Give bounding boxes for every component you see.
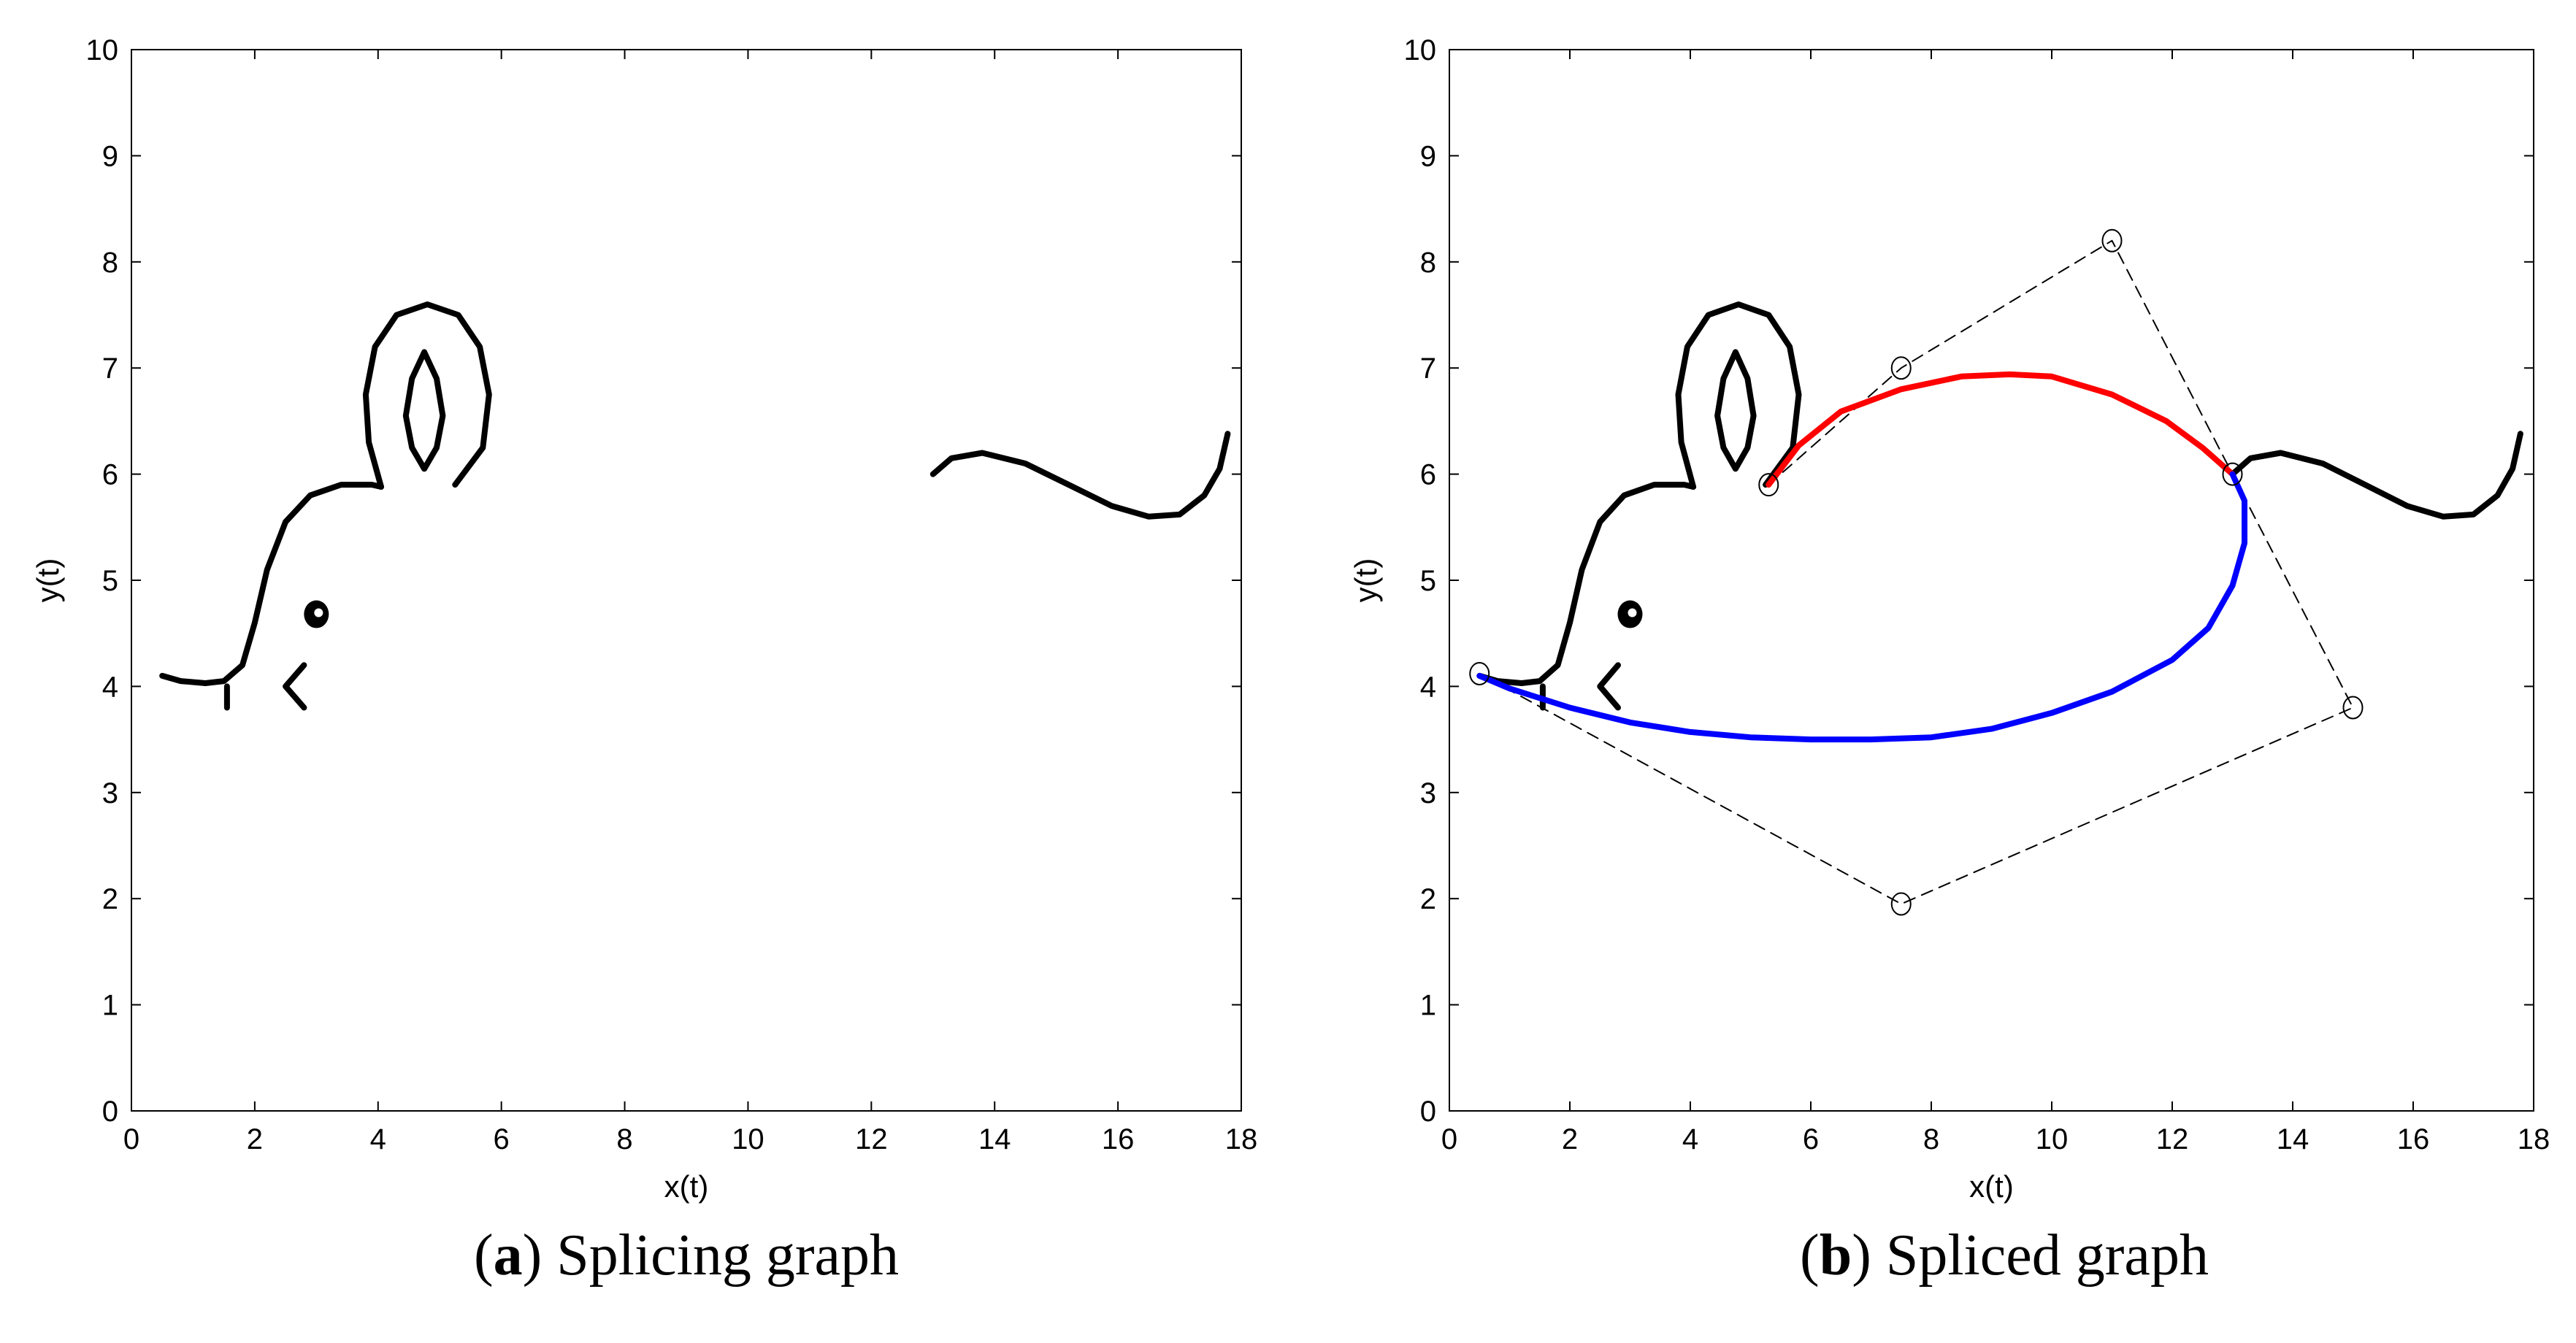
caption-a: (a) Splicing graph (473, 1223, 900, 1288)
series-mouth (1597, 662, 1621, 711)
y-tick-label: 2 (1420, 883, 1436, 915)
x-tick-label: 2 (247, 1123, 263, 1155)
y-tick-label: 7 (102, 353, 118, 385)
series-control-polygon-blue (1479, 473, 2354, 905)
x-tick-label: 10 (2036, 1123, 2069, 1155)
y-axis-label: y(t) (1349, 558, 1383, 603)
x-tick-label: 8 (1923, 1123, 1939, 1155)
control-point (2222, 462, 2243, 486)
control-point (2342, 696, 2364, 720)
x-tick-label: 0 (123, 1123, 139, 1155)
point-eye-highlight (314, 608, 323, 617)
x-tick-label: 12 (855, 1123, 888, 1155)
series-ear-inner (1714, 349, 1757, 472)
y-tick-label: 3 (102, 777, 118, 809)
series-mouth (283, 662, 307, 711)
x-tick-label: 6 (1803, 1123, 1819, 1155)
x-tick-label: 4 (370, 1123, 386, 1155)
y-tick-label: 8 (102, 247, 118, 279)
y-tick-label: 8 (1420, 247, 1436, 279)
x-tick-label: 2 (1562, 1123, 1578, 1155)
point-eye-highlight (1628, 608, 1637, 617)
series-head-outline (1476, 482, 1697, 686)
caption-a-label: a (493, 1223, 523, 1288)
y-tick-label: 3 (1420, 777, 1436, 809)
y-tick-label: 6 (1420, 459, 1436, 491)
x-tick-label: 4 (1682, 1123, 1698, 1155)
x-tick-label: 14 (2277, 1123, 2309, 1155)
y-tick-label: 4 (102, 671, 118, 703)
x-axis-label: x(t) (664, 1169, 709, 1204)
y-tick-label: 7 (1420, 353, 1436, 385)
x-tick-label: 12 (2156, 1123, 2189, 1155)
axes-box-b (1449, 49, 2534, 1112)
y-tick-label: 0 (102, 1096, 118, 1128)
caption-b-text: Spliced graph (1885, 1223, 2209, 1288)
y-tick-label: 1 (1420, 990, 1436, 1022)
x-tick-label: 18 (2518, 1123, 2550, 1155)
series-ear-inner (402, 349, 446, 472)
y-tick-label: 2 (102, 883, 118, 915)
series-spliced-curve-blue (1476, 471, 2247, 743)
x-axis-label: x(t) (1969, 1169, 2014, 1204)
control-point (1758, 473, 1779, 497)
y-tick-label: 5 (1420, 565, 1436, 597)
series-head-outline (159, 482, 384, 686)
y-tick-label: 6 (102, 459, 118, 491)
series-tail (2229, 431, 2523, 520)
x-tick-label: 10 (732, 1123, 764, 1155)
x-tick-label: 6 (494, 1123, 510, 1155)
control-point (2101, 228, 2123, 253)
y-tick-label: 10 (86, 34, 119, 66)
control-point (1469, 661, 1490, 685)
x-tick-label: 0 (1441, 1123, 1457, 1155)
control-point (1890, 356, 1912, 380)
x-tick-label: 8 (616, 1123, 632, 1155)
x-tick-label: 18 (1225, 1123, 1258, 1155)
series-spliced-curve-red (1766, 371, 2236, 488)
series-ear-outer (362, 301, 492, 490)
y-tick-label: 4 (1420, 671, 1436, 703)
control-point (1890, 892, 1912, 916)
x-tick-label: 16 (2397, 1123, 2430, 1155)
series-control-polygon-red (1768, 239, 2234, 486)
caption-a-text: Splicing graph (556, 1223, 900, 1288)
y-tick-label: 9 (102, 140, 118, 172)
series-tail (929, 431, 1231, 520)
axes-box-a (131, 49, 1242, 1112)
y-axis-label: y(t) (31, 558, 65, 603)
x-tick-label: 16 (1102, 1123, 1135, 1155)
y-tick-label: 10 (1404, 34, 1437, 66)
y-tick-label: 9 (1420, 140, 1436, 172)
x-tick-label: 14 (978, 1123, 1011, 1155)
series-ear-outer (1675, 301, 1802, 490)
caption-b-label: b (1819, 1223, 1852, 1288)
y-tick-label: 0 (1420, 1096, 1436, 1128)
y-tick-label: 1 (102, 990, 118, 1022)
y-tick-label: 5 (102, 565, 118, 597)
caption-b: (b) Spliced graph (1800, 1223, 2209, 1288)
